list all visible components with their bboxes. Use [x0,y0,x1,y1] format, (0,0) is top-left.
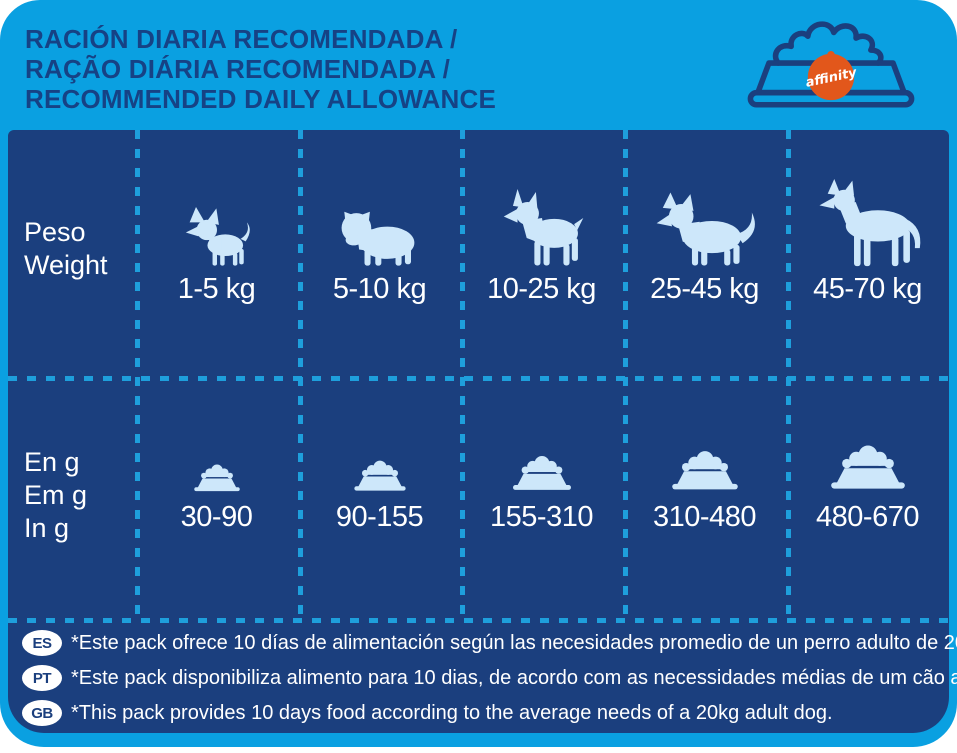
weight-cell: 1-5 kg [135,170,298,306]
title-line-es: RACIÓN DIARIA RECOMENDADA / [25,24,458,54]
weight-value: 25-45 kg [650,273,759,305]
footnote-pt: PT *Este pack disponibiliza alimento par… [22,665,957,691]
affinity-bowl-logo: affinity [747,21,915,108]
amount-cell: 155-310 [460,416,623,534]
weight-cell: 25-45 kg [623,170,786,306]
amount-value: 155-310 [490,501,593,533]
food-bowl-icon [512,456,571,490]
row-divider [8,376,949,381]
column-divider [298,130,303,620]
chihuahua-icon [185,207,250,266]
amount-cell: 90-155 [298,416,461,534]
amount-cell: 480-670 [786,416,949,534]
food-bowl-icon [193,464,240,492]
language-badge-es: ES [22,630,62,656]
column-divider [460,130,465,620]
language-badge-pt: PT [22,665,62,691]
bulldog-icon [341,211,414,266]
title-line-en: RECOMMENDED DAILY ALLOWANCE [25,84,497,114]
great-dane-icon [818,179,920,267]
feeding-table-panel: Peso Weight 1-5 kg [8,130,957,735]
food-bowl-icon [353,460,406,491]
amount-cell: 30-90 [135,416,298,534]
amount-row-label: En g Em g In g [24,447,88,543]
language-badge-gb: GB [22,700,62,726]
weight-cell: 10-25 kg [460,170,623,306]
weight-cell: 45-70 kg [786,170,949,306]
amount-value: 30-90 [180,501,253,533]
column-divider [786,130,791,620]
page-title: RACIÓN DIARIA RECOMENDADA / RAÇÃO DIÁRIA… [25,24,496,114]
row-divider [8,618,949,623]
title-line-pt: RAÇÃO DIÁRIA RECOMENDADA / [25,54,451,84]
footnote-gb: GB *This pack provides 10 days food acco… [22,700,939,726]
weight-value: 45-70 kg [813,273,922,305]
amount-value: 310-480 [653,501,756,533]
column-divider [135,130,140,620]
footnote-text: *Este pack disponibiliza alimento para 1… [71,666,957,689]
boxer-icon [503,189,583,266]
footnote-text: *This pack provides 10 days food accordi… [71,701,833,724]
husky-icon [656,192,755,266]
amount-cell: 310-480 [623,416,786,534]
weight-cell: 5-10 kg [298,170,461,306]
weight-value: 10-25 kg [487,273,596,305]
amount-value: 480-670 [816,501,919,533]
weight-value: 1-5 kg [177,273,256,305]
footnotes: ES *Este pack ofrece 10 días de alimenta… [22,630,957,735]
footnote-es: ES *Este pack ofrece 10 días de alimenta… [22,630,957,656]
column-divider [623,130,628,620]
weight-row-label: Peso Weight [24,217,108,280]
food-bowl-icon [830,445,905,489]
amount-value: 90-155 [335,501,424,533]
footnote-text: *Este pack ofrece 10 días de alimentació… [71,631,957,654]
logo-food-mound-icon [772,21,884,66]
weight-value: 5-10 kg [332,273,427,305]
food-bowl-icon [671,451,738,490]
